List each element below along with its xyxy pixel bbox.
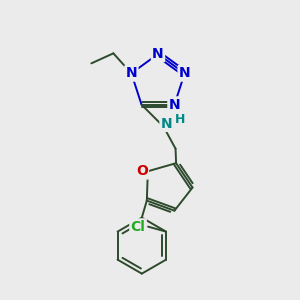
Text: N: N [169,98,180,112]
Text: N: N [179,66,190,80]
Text: N: N [152,47,164,61]
Text: N: N [161,117,172,131]
Text: O: O [136,164,148,178]
Text: N: N [126,66,137,80]
Text: Cl: Cl [130,220,146,234]
Text: H: H [176,113,186,126]
